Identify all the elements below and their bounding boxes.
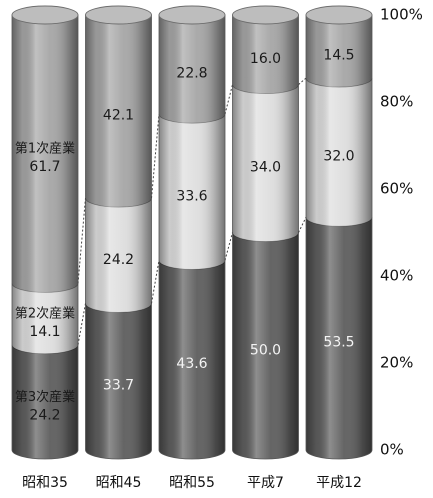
cylinder-shading [232,14,299,460]
connector-line [298,217,307,233]
cylinder-top-cap [158,5,226,25]
value-label: 34.0 [250,160,281,176]
bar-5 [305,5,373,460]
data-labels: 第3次産業 24.2 第2次産業 14.1 第1次産業 61.7 33.7 24.2 42.1 4… [15,48,355,424]
x-tick-label: 昭和35 [22,475,68,491]
series-name-label: 第1次産業 [15,141,75,157]
value-label: 33.6 [176,188,207,204]
value-label: 22.8 [176,66,207,82]
y-tick-label: 40% [380,267,413,285]
y-axis-labels: 0% 20% 40% 60% 80% 100% [380,6,423,459]
connector-line [151,114,160,199]
value-label: 24.2 [103,252,134,268]
bar-2 [85,5,152,460]
bar-3 [158,5,226,460]
cylinder-shading [305,14,373,460]
cylinder-top-cap [232,5,299,25]
cylinder-shading [11,14,79,460]
value-label: 43.6 [176,356,207,372]
y-tick-label: 0% [380,441,404,459]
value-label: 33.7 [103,378,134,394]
value-label: 24.2 [29,407,60,423]
y-tick-label: 100% [380,6,423,24]
y-tick-label: 60% [380,180,413,198]
connector-line [224,84,233,115]
x-axis-labels: 昭和35 昭和45 昭和55 平成7 平成12 [22,475,362,491]
connector-line [224,232,233,261]
value-label: 16.0 [250,51,281,67]
x-tick-label: 平成12 [316,475,362,491]
cylinder-shading [85,14,152,460]
value-label: 14.5 [323,48,354,64]
cylinder-shading [158,14,226,460]
x-tick-label: 昭和45 [96,475,142,491]
value-label: 61.7 [29,159,60,175]
value-label: 53.5 [323,335,354,351]
series-name-label: 第3次産業 [15,389,75,405]
connector-line [77,303,86,345]
cylinder-top-cap [11,5,79,25]
y-tick-label: 80% [380,93,413,111]
cylinder-top-cap [85,5,152,25]
bar-1 [11,5,79,460]
connector-line [77,198,86,284]
connector-line [151,260,160,304]
y-tick-label: 20% [380,354,413,372]
value-label: 42.1 [103,108,134,124]
connector-lines [77,77,307,345]
bars-layer [11,5,373,460]
x-tick-label: 昭和55 [169,475,215,491]
value-label: 50.0 [250,342,281,358]
value-label: 14.1 [29,324,60,340]
x-tick-label: 平成7 [247,475,284,491]
value-label: 32.0 [323,149,354,165]
cylinder-top-cap [305,5,373,25]
series-name-label: 第2次産業 [15,306,75,322]
bar-4 [232,5,299,460]
connector-line [298,77,307,85]
